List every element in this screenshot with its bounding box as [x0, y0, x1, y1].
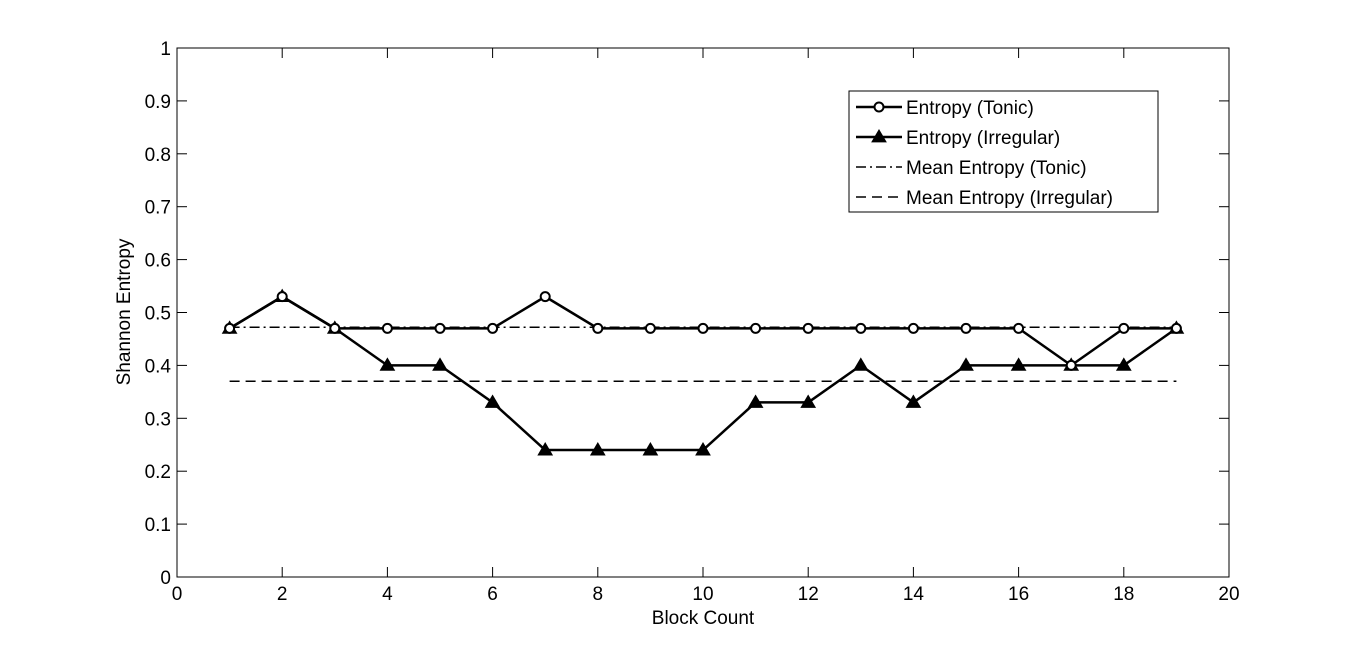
x-tick-label: 2 — [277, 584, 288, 605]
x-tick-label: 8 — [593, 584, 604, 605]
marker-circle — [960, 322, 972, 334]
marker-circle — [873, 101, 885, 113]
marker-circle — [329, 322, 341, 334]
marker-circle — [1118, 322, 1130, 334]
marker-circle — [224, 322, 236, 334]
y-tick-label: 0.7 — [145, 198, 171, 219]
legend: Entropy (Tonic) Entropy (Irregular) Mean E… — [848, 90, 1159, 213]
marker-circle — [1013, 322, 1025, 334]
marker-circle — [1065, 359, 1077, 371]
y-tick-label: 0.6 — [145, 251, 171, 272]
legend-label: Entropy (Tonic) — [906, 98, 1034, 119]
marker-circle — [487, 322, 499, 334]
marker-circle — [539, 291, 551, 303]
x-tick-label: 10 — [692, 584, 713, 605]
marker-triangle — [747, 394, 764, 408]
marker-triangle — [642, 442, 659, 456]
x-tick-label: 20 — [1218, 584, 1239, 605]
marker-circle — [697, 322, 709, 334]
y-tick-label: 0.1 — [145, 515, 171, 536]
marker-triangle — [958, 357, 974, 371]
marker-circle — [1170, 322, 1182, 334]
marker-triangle — [1010, 357, 1027, 371]
marker-circle — [802, 322, 814, 334]
x-tick-label: 16 — [1008, 584, 1029, 605]
legend-box — [848, 90, 1159, 213]
series-0 — [224, 291, 1182, 371]
legend-label: Entropy (Irregular) — [906, 128, 1060, 149]
y-axis-label: Shannon Entropy — [114, 238, 135, 385]
y-tick-label: 0.4 — [145, 356, 172, 377]
marker-triangle — [905, 394, 922, 408]
marker-triangle — [800, 394, 817, 408]
x-tick-label: 0 — [172, 584, 183, 605]
marker-circle — [381, 322, 393, 334]
x-tick-label: 18 — [1113, 584, 1134, 605]
x-tick-label: 6 — [487, 584, 498, 605]
marker-circle — [434, 322, 446, 334]
y-tick-label: 0.9 — [145, 92, 171, 113]
y-tick-label: 1 — [160, 39, 171, 60]
marker-triangle — [1115, 357, 1132, 371]
marker-circle — [592, 322, 604, 334]
marker-triangle — [379, 357, 396, 371]
marker-triangle — [589, 442, 606, 456]
marker-triangle — [695, 442, 711, 456]
marker-triangle — [484, 394, 501, 408]
x-tick-label: 4 — [382, 584, 393, 605]
y-tick-label: 0.8 — [145, 145, 171, 166]
marker-triangle — [432, 357, 448, 371]
marker-circle — [855, 322, 867, 334]
legend-label: Mean Entropy (Irregular) — [906, 188, 1113, 209]
marker-triangle — [537, 442, 554, 456]
y-tick-label: 0.5 — [145, 304, 171, 325]
marker-circle — [644, 322, 656, 334]
x-axis-label: Block Count — [652, 608, 755, 629]
marker-triangle — [871, 129, 887, 143]
marker-triangle — [852, 357, 869, 371]
legend-label: Mean Entropy (Tonic) — [906, 158, 1087, 179]
marker-circle — [750, 322, 762, 334]
y-tick-label: 0.3 — [145, 409, 171, 430]
plot-frame — [176, 47, 1230, 578]
x-tick-label: 12 — [798, 584, 819, 605]
x-tick-label: 14 — [903, 584, 925, 605]
marker-circle — [276, 291, 288, 303]
y-tick-label: 0.2 — [145, 462, 171, 483]
y-tick-label: 0 — [160, 568, 171, 589]
marker-circle — [907, 322, 919, 334]
